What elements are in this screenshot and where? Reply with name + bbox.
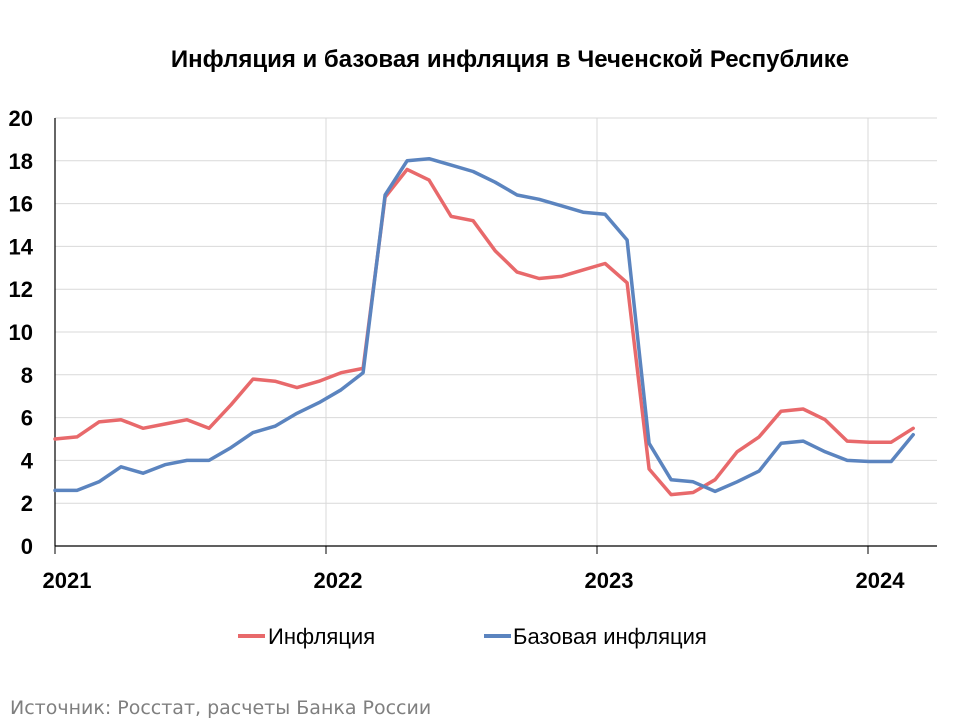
legend-label-core-inflation: Базовая инфляция — [513, 624, 707, 649]
source-note: Источник: Росстат, расчеты Банка России — [10, 697, 431, 719]
chart-title: Инфляция и базовая инфляция в Чеченской … — [171, 46, 849, 73]
y-tick-label: 18 — [9, 149, 33, 174]
y-tick-label: 4 — [21, 448, 34, 473]
y-tick-label: 0 — [21, 534, 33, 559]
x-tick-label: 2023 — [585, 568, 634, 593]
x-tick-label: 2022 — [314, 568, 363, 593]
y-tick-label: 8 — [21, 363, 33, 388]
legend: Инфляция Базовая инфляция — [238, 624, 707, 649]
y-tick-label: 16 — [9, 192, 33, 217]
x-tick-label: 2021 — [43, 568, 92, 593]
y-tick-label: 12 — [9, 277, 33, 302]
grid — [55, 117, 937, 546]
y-tick-label: 20 — [9, 106, 33, 131]
y-tick-label: 2 — [21, 491, 33, 516]
axes: 0 2 4 6 8 10 12 14 16 18 20 2021 2022 2023 2024 — [9, 106, 937, 593]
y-tick-label: 6 — [21, 406, 33, 431]
x-tick-label: 2024 — [856, 568, 906, 593]
y-tick-label: 10 — [9, 320, 33, 345]
series-line-core-inflation — [53, 156, 915, 494]
legend-label-inflation: Инфляция — [268, 624, 375, 649]
series-lines — [53, 156, 915, 497]
y-tick-label: 14 — [9, 234, 34, 259]
series-line-inflation — [53, 167, 915, 497]
